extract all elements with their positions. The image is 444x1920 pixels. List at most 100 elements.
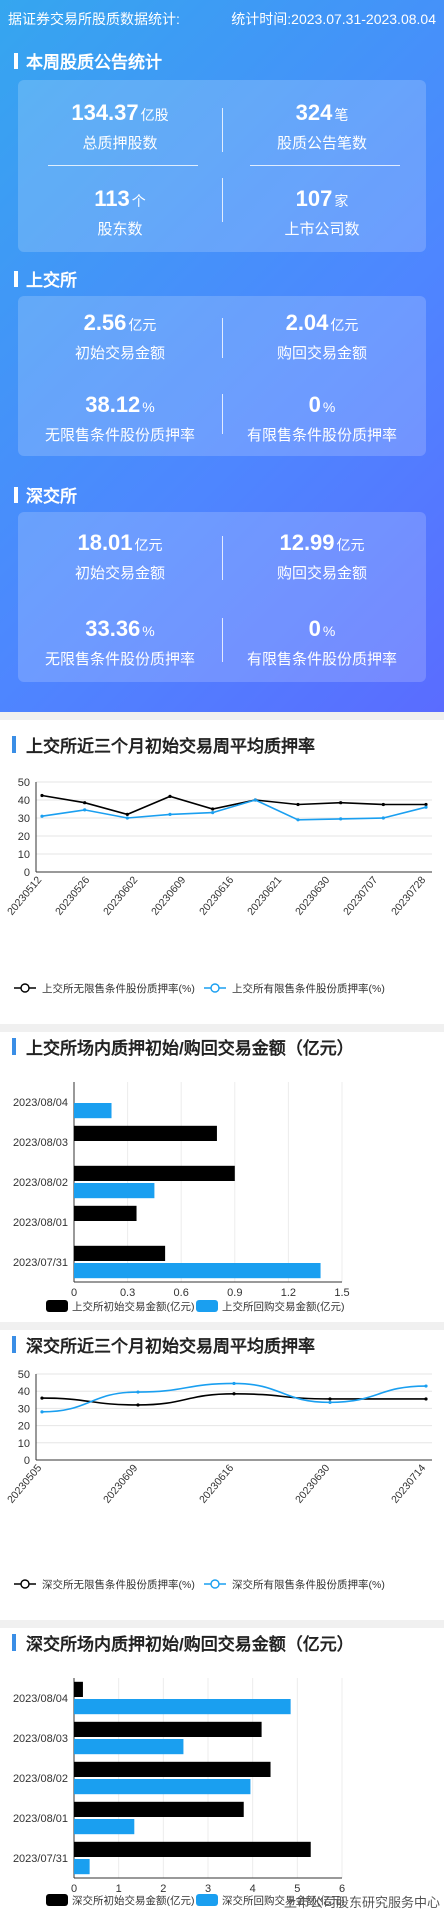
bar: [74, 1819, 135, 1835]
legend-swatch: [46, 1894, 68, 1906]
weekly-card: 134.37 亿股 总质押股数 324 笔 股质公告笔数 113 个 股东数 107 家…: [18, 80, 426, 252]
data-point: [168, 794, 172, 798]
series-line: [41, 799, 427, 821]
y-tick-label: 0: [24, 1455, 30, 1467]
stat-value: 33.36: [85, 616, 141, 641]
data-point: [125, 816, 129, 820]
stat-unit: 亿元: [330, 317, 359, 333]
y-tick-label: 20: [18, 831, 30, 843]
y-tick-label: 2023/08/03: [13, 1733, 68, 1745]
divider: [48, 165, 198, 166]
y-tick-label: 10: [18, 849, 30, 861]
data-point: [136, 1390, 140, 1394]
section-divider: [0, 712, 444, 720]
x-tick-label: 20230526: [53, 874, 92, 918]
bar: [74, 1779, 251, 1795]
data-point: [211, 811, 215, 815]
data-point: [40, 1396, 44, 1400]
sse-stat-initial: 2.56 亿元 初始交易金额: [30, 310, 210, 363]
x-tick-label: 4: [250, 1883, 256, 1895]
szse-title-text: 深交所: [26, 487, 77, 506]
data-point: [83, 801, 87, 805]
x-tick-label: 20230602: [101, 874, 140, 918]
chart4-title: 深交所场内质押初始/购回交易金额（亿元）: [12, 1630, 354, 1655]
data-point: [40, 1410, 44, 1414]
stat-label: 总质押股数: [82, 135, 158, 152]
x-tick-label: 0: [71, 1883, 77, 1895]
stat-unit: 亿元: [336, 537, 365, 553]
x-tick-label: 20230616: [197, 874, 236, 918]
y-tick-label: 2023/07/31: [13, 1257, 68, 1269]
data-point: [211, 807, 215, 811]
y-tick-label: 50: [18, 777, 30, 789]
stat-label: 无限售条件股份质押率: [44, 651, 195, 668]
title-bar: [14, 52, 18, 69]
stat-label: 购回交易金额: [276, 565, 367, 582]
stat-label: 初始交易金额: [74, 345, 165, 362]
stat-value: 107: [295, 186, 333, 211]
x-tick-label: 20230630: [293, 874, 332, 918]
legend-marker: [210, 1579, 220, 1589]
bar: [74, 1165, 235, 1181]
sse-section-title: 上交所: [14, 266, 77, 291]
watermark-text: 上市公司股东研究服务中心: [284, 1895, 441, 1910]
legend-swatch: [46, 1300, 68, 1312]
data-point: [424, 1397, 428, 1401]
stat-label: 购回交易金额: [276, 345, 367, 362]
stat-value: 2.04: [285, 310, 329, 335]
series-line: [41, 1392, 426, 1406]
stat-value: 18.01: [77, 530, 133, 555]
data-point: [296, 802, 300, 807]
chart2-title-text: 上交所场内质押初始/购回交易金额（亿元）: [26, 1039, 354, 1058]
y-tick-label: 2023/08/02: [13, 1773, 68, 1785]
stat-unit: 笔: [334, 107, 349, 123]
x-tick-label: 0: [71, 1287, 77, 1299]
chart4-title-text: 深交所场内质押初始/购回交易金额（亿元）: [26, 1635, 354, 1654]
chart3-title: 深交所近三个月初始交易周平均质押率: [12, 1332, 315, 1357]
legend-label: 上交所无限售条件股份质押率(%): [42, 982, 195, 995]
data-point: [83, 808, 87, 812]
data-point: [328, 1397, 332, 1401]
szse-rate-line-chart: 0 10 20 30 40 50 20230505 20230609 20230616 20230…: [5, 1369, 432, 1591]
y-tick-label: 2023/08/04: [13, 1097, 68, 1109]
legend-label: 深交所回购交易金额(亿元): [222, 1894, 345, 1907]
y-tick-label: 2023/08/02: [13, 1177, 68, 1189]
bar: [74, 1681, 83, 1697]
szse-section-title: 深交所: [14, 482, 77, 507]
stat-label: 有限售条件股份质押率: [246, 651, 397, 668]
title-bar: [12, 1634, 16, 1651]
x-tick-label: 0.9: [227, 1287, 242, 1299]
y-tick-label: 2023/08/03: [13, 1137, 68, 1149]
stat-label: 上市公司数: [284, 221, 360, 238]
divider: [222, 178, 223, 222]
stat-value: 134.37: [71, 100, 139, 125]
divider: [250, 165, 400, 166]
x-tick-label: 20230616: [197, 1462, 236, 1506]
x-tick-label: 2: [160, 1883, 166, 1895]
sse-amount-bar-chart: 0 0.3 0.6 0.9 1.2 1.5 2023/08/04 2023/08/03 2023…: [13, 1082, 350, 1313]
divider: [222, 318, 223, 358]
x-tick-label: 1.5: [334, 1287, 349, 1299]
bar: [74, 1761, 271, 1777]
x-tick-label: 0.6: [174, 1287, 189, 1299]
divider: [222, 536, 223, 580]
x-tick-label: 20230609: [101, 1462, 140, 1506]
data-point: [125, 812, 129, 816]
x-tick-label: 20230621: [245, 874, 284, 918]
stat-unit: %: [142, 399, 155, 415]
x-tick-label: 20230728: [389, 874, 428, 918]
data-point: [424, 802, 428, 807]
chart2-title: 上交所场内质押初始/购回交易金额（亿元）: [12, 1034, 354, 1059]
stat-unit: %: [142, 623, 155, 639]
legend-label: 深交所有限售条件股份质押率(%): [232, 1578, 385, 1591]
legend-label: 上交所有限售条件股份质押率(%): [232, 982, 385, 995]
sse-stat-repurchase: 2.04 亿元 购回交易金额: [232, 310, 412, 363]
legend-label: 上交所回购交易金额(亿元): [222, 1300, 345, 1313]
title-bar: [14, 270, 18, 287]
x-tick-label: 20230714: [389, 1462, 428, 1506]
watermark: 上市公司股东研究服务中心: [284, 1892, 440, 1911]
weekly-section-title: 本周股质公告统计: [14, 48, 162, 73]
section-divider: [0, 1322, 444, 1330]
data-point: [424, 1384, 428, 1388]
